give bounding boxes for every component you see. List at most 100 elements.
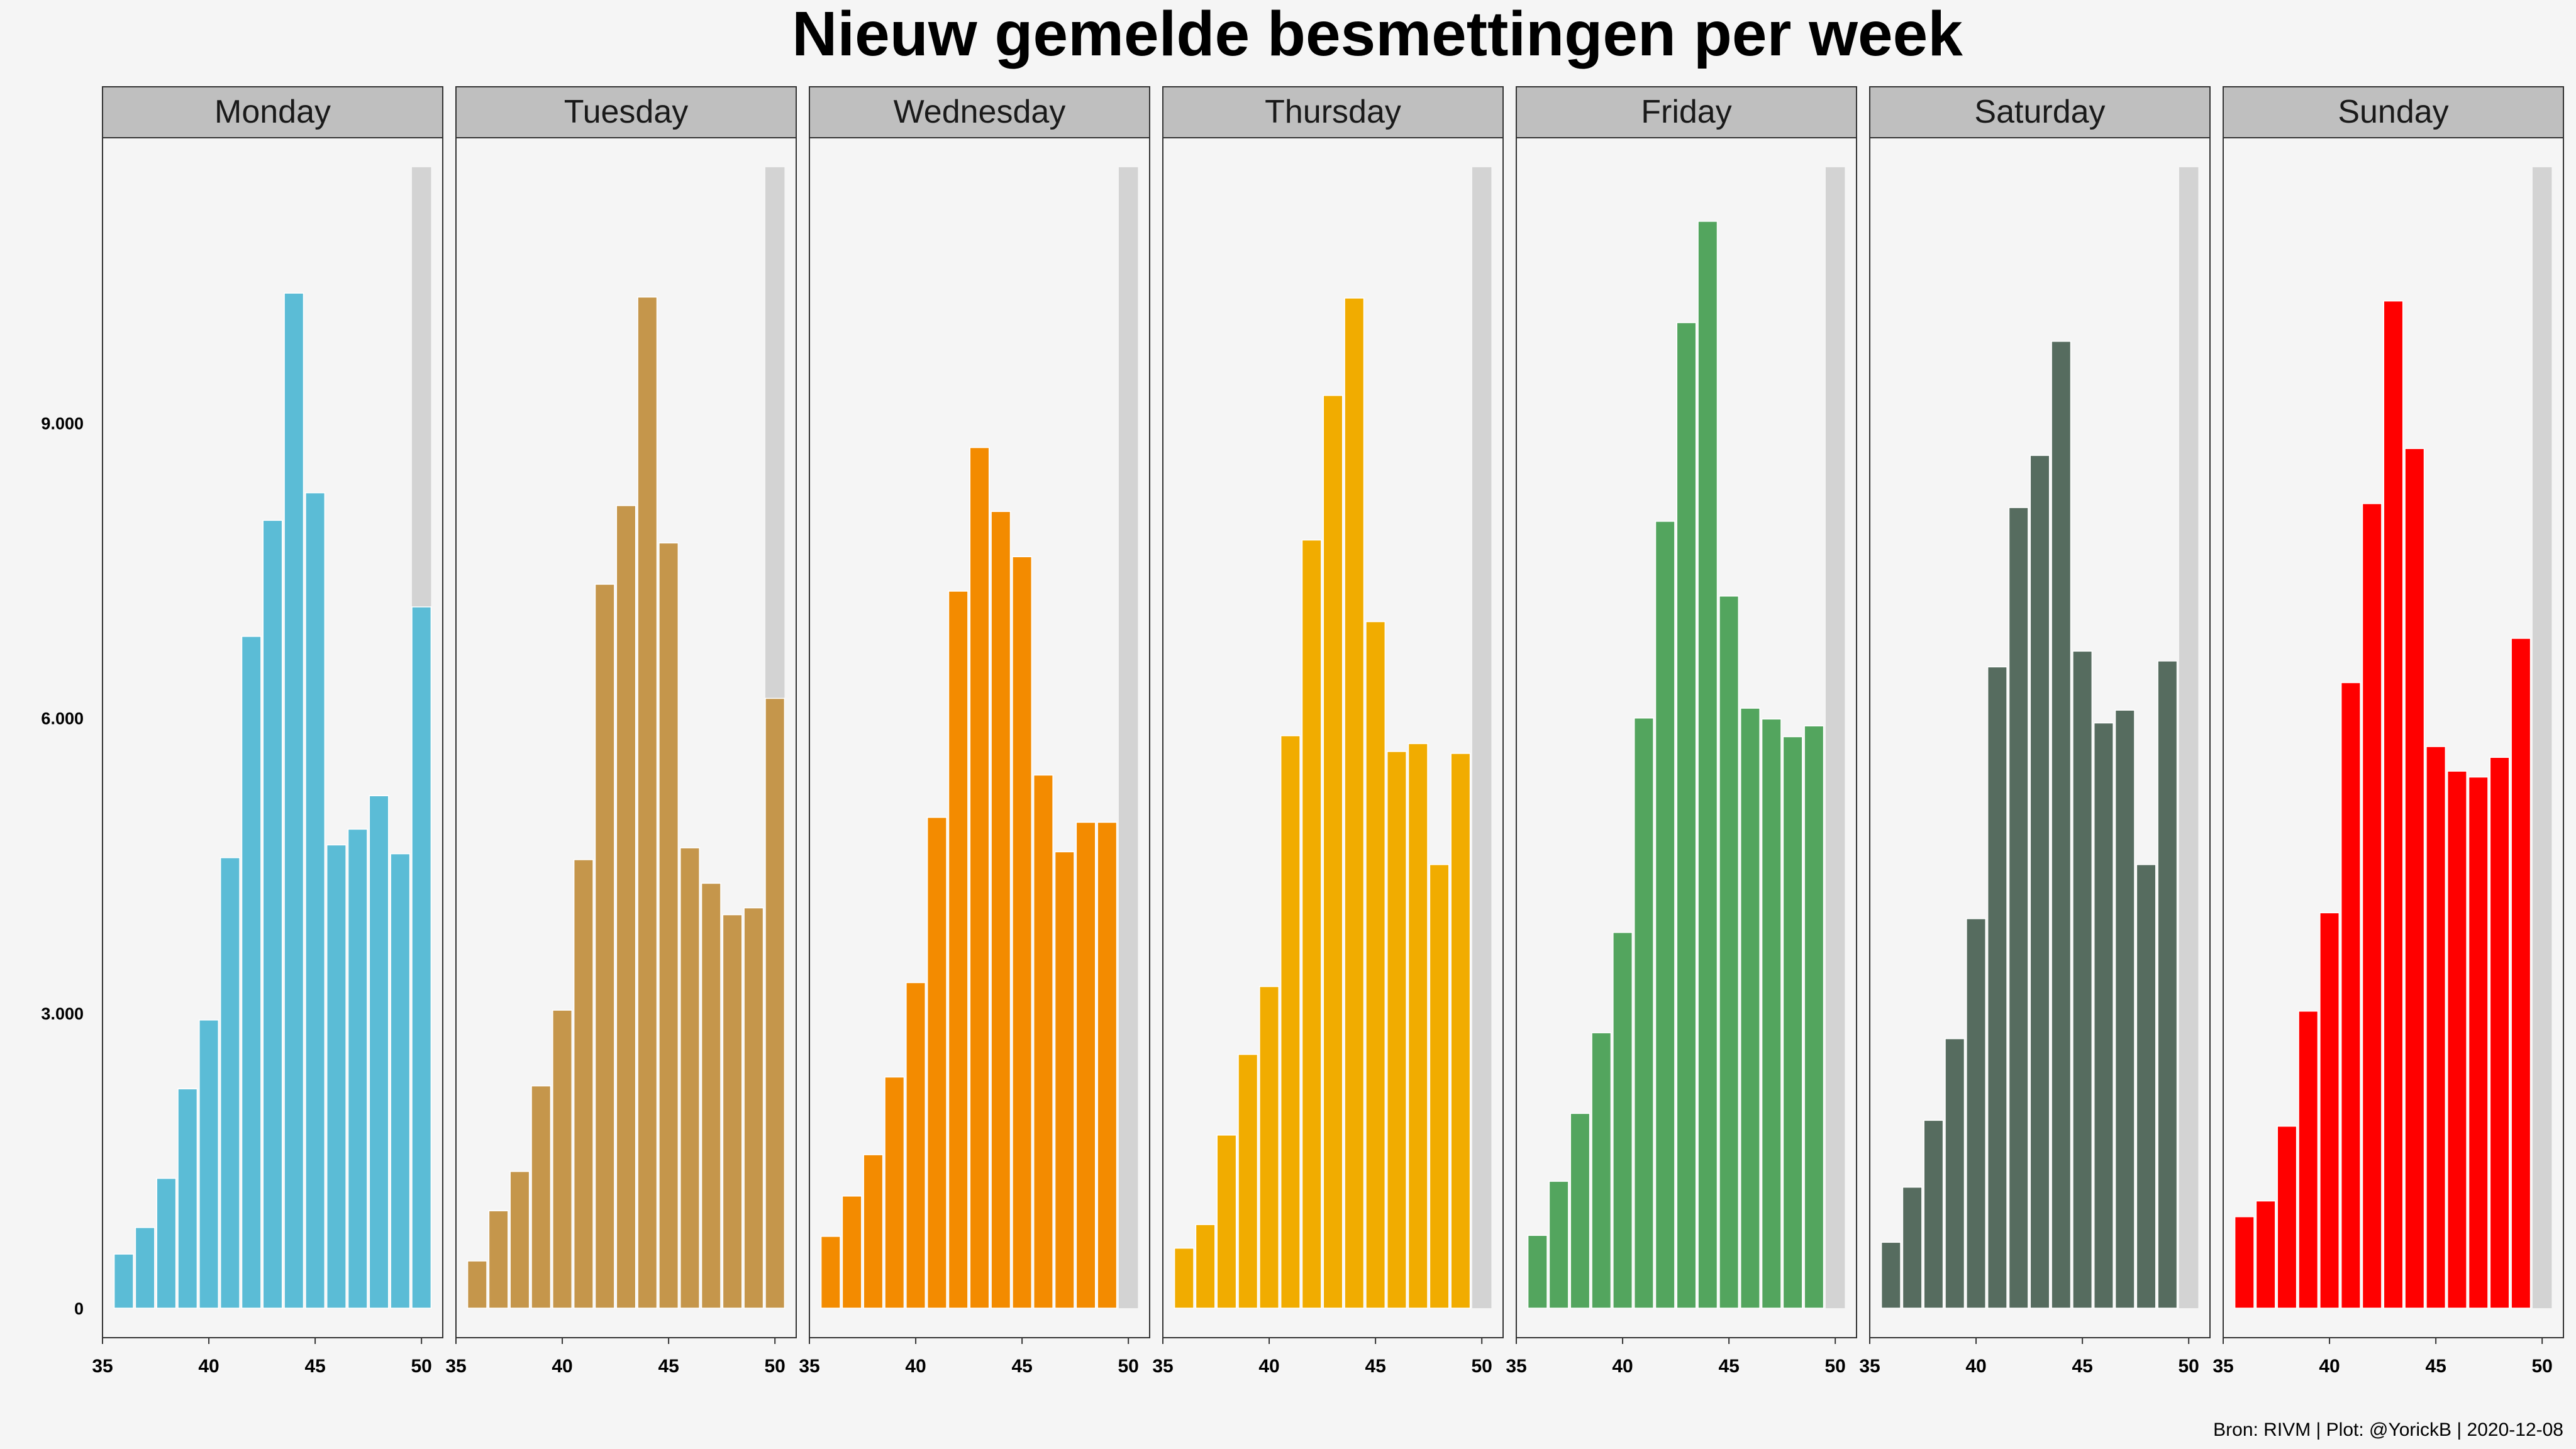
bar (305, 492, 326, 1309)
bar (1966, 918, 1987, 1309)
bar (2255, 1200, 2276, 1309)
bar (2051, 340, 2072, 1309)
bar (2319, 912, 2340, 1309)
bar (1097, 821, 1118, 1309)
bar (177, 1088, 198, 1309)
facet-strip (1869, 86, 2211, 138)
x-tick-label: 50 (1118, 1356, 1139, 1377)
bar (1987, 666, 2007, 1309)
bar (1054, 851, 1075, 1309)
bar (1033, 774, 1053, 1309)
bar (991, 511, 1011, 1309)
bar (1450, 753, 1471, 1309)
bar (411, 606, 432, 1309)
bar (1880, 1241, 1901, 1309)
y-tick-label: 0 (74, 1299, 84, 1318)
bar (1548, 1180, 1569, 1309)
bar (284, 292, 304, 1309)
bar (1655, 521, 1675, 1309)
facet-strip (102, 86, 443, 138)
bar (390, 853, 411, 1309)
x-tick-label: 40 (1258, 1356, 1279, 1377)
bar (1323, 395, 1343, 1309)
caption: Bron: RIVM | Plot: @YorickB | 2020-12-08 (2213, 1419, 2563, 1440)
bar (2489, 757, 2510, 1309)
y-tick-label: 3.000 (41, 1004, 84, 1023)
bar (1902, 1186, 1923, 1309)
x-tick-label: 35 (1859, 1356, 1880, 1377)
bar (948, 591, 969, 1309)
x-tick-label: 50 (1472, 1356, 1492, 1377)
bar (2298, 1011, 2319, 1309)
bar (531, 1085, 552, 1309)
bar (2029, 455, 2050, 1309)
bar (241, 636, 262, 1309)
bar (2468, 776, 2489, 1309)
bar (347, 828, 368, 1309)
bar (1527, 1235, 1548, 1309)
bar (509, 1170, 530, 1309)
bar (1280, 735, 1301, 1309)
facet-label: Sunday (2338, 94, 2448, 130)
facet-strip (809, 86, 1150, 138)
facet-label: Saturday (1974, 94, 2105, 130)
bar (637, 296, 658, 1309)
x-tick-label: 35 (2212, 1356, 2233, 1377)
facet-strip (1162, 86, 1504, 138)
bar (906, 982, 926, 1309)
bar (1429, 863, 1450, 1309)
bar (2234, 1216, 2255, 1309)
bar (2446, 770, 2467, 1309)
x-tick-label: 35 (92, 1356, 113, 1377)
bar (1923, 1119, 1944, 1309)
bar (2426, 746, 2446, 1309)
x-tick-label: 45 (2072, 1356, 2092, 1377)
bar (1591, 1032, 1612, 1309)
facet-label: Wednesday (894, 94, 1066, 130)
x-tick-label: 35 (799, 1356, 819, 1377)
x-tick-label: 35 (445, 1356, 466, 1377)
bar (1633, 717, 1654, 1309)
x-tick-label: 40 (905, 1356, 926, 1377)
x-tick-label: 45 (1365, 1356, 1385, 1377)
bar (2383, 300, 2404, 1309)
bar (743, 907, 764, 1309)
bar (467, 1260, 487, 1309)
bar (722, 914, 743, 1309)
bar (1365, 621, 1386, 1309)
bar (1676, 322, 1697, 1309)
bar (2362, 503, 2382, 1309)
x-tick-label: 45 (2425, 1356, 2446, 1377)
x-tick-label: 50 (765, 1356, 786, 1377)
facet-label: Tuesday (564, 94, 689, 130)
bar (1761, 718, 1782, 1309)
bar (552, 1009, 573, 1309)
facet-strip (1516, 86, 1857, 138)
facet-strip (2223, 86, 2564, 138)
x-tick-label: 40 (198, 1356, 219, 1377)
bar (2008, 507, 2029, 1309)
bar (1238, 1053, 1258, 1309)
x-tick-label: 40 (2319, 1356, 2340, 1377)
bar (219, 857, 240, 1309)
x-tick-label: 50 (2179, 1356, 2199, 1377)
bar (156, 1177, 177, 1309)
bar (1697, 221, 1718, 1309)
x-tick-label: 50 (411, 1356, 432, 1377)
x-tick-label: 50 (1825, 1356, 1846, 1377)
bar (2404, 448, 2425, 1309)
bar (2093, 722, 2114, 1309)
bar (1782, 736, 1803, 1309)
x-tick-label: 40 (1612, 1356, 1633, 1377)
bar (2511, 638, 2531, 1309)
bar (1344, 297, 1365, 1309)
bar (594, 584, 615, 1309)
bar (1195, 1224, 1216, 1309)
bar (679, 847, 700, 1309)
y-tick-label: 6.000 (41, 709, 84, 728)
bar (135, 1227, 155, 1309)
bar (1740, 708, 1760, 1309)
bar (262, 519, 283, 1309)
